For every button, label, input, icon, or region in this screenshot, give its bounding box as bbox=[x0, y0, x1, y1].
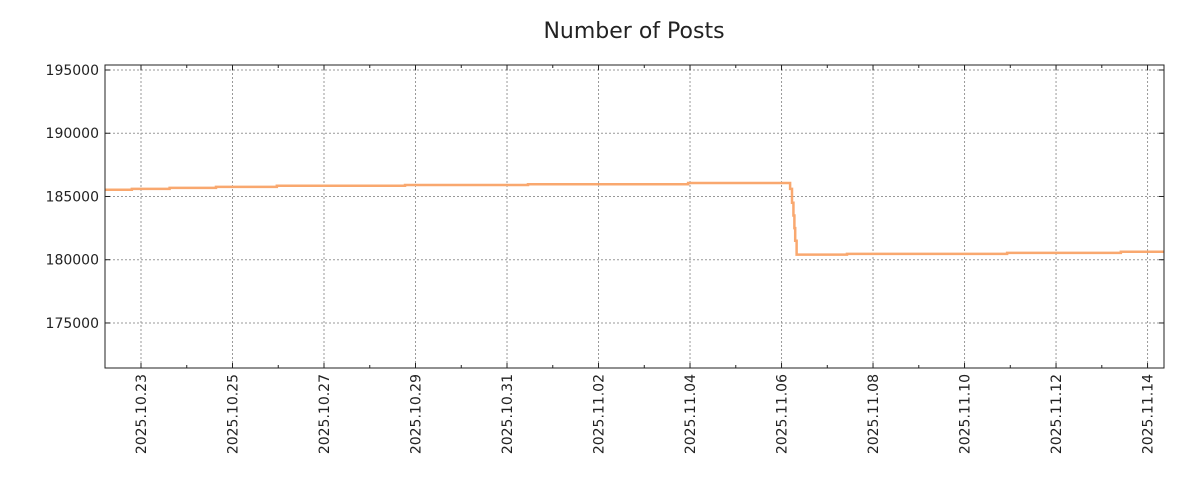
x-tick-label: 2025.10.25 bbox=[226, 374, 242, 454]
ticks: 2025.10.23 2025.10.25 2025.10.27 2025.10.29… bbox=[46, 63, 1164, 454]
x-tick-label: 2025.11.06 bbox=[775, 374, 791, 454]
x-tick-label: 2025.10.27 bbox=[317, 374, 333, 454]
x-tick-label: 2025.10.29 bbox=[409, 374, 425, 454]
y-tick-label: 175000 bbox=[46, 316, 99, 332]
x-tick-label: 2025.10.23 bbox=[134, 374, 150, 454]
series-line bbox=[105, 181, 1164, 256]
series-layer bbox=[105, 181, 1164, 256]
x-tick-label: 2025.11.04 bbox=[683, 374, 699, 454]
x-tick-label: 2025.11.12 bbox=[1049, 374, 1065, 454]
grid bbox=[105, 65, 1164, 368]
x-tick-label: 2025.11.10 bbox=[958, 374, 974, 454]
x-tick-label: 2025.11.08 bbox=[866, 374, 882, 454]
y-tick-label: 185000 bbox=[46, 189, 99, 205]
x-tick-label: 2025.11.02 bbox=[592, 374, 608, 454]
x-tick-label: 2025.11.14 bbox=[1141, 374, 1157, 454]
x-tick-label: 2025.10.31 bbox=[500, 374, 516, 454]
y-tick-label: 180000 bbox=[46, 253, 99, 269]
plot-frame bbox=[104, 64, 1165, 369]
chart-title: Number of Posts bbox=[543, 19, 724, 44]
y-tick-label: 190000 bbox=[46, 126, 99, 142]
y-tick-label: 195000 bbox=[46, 63, 99, 79]
